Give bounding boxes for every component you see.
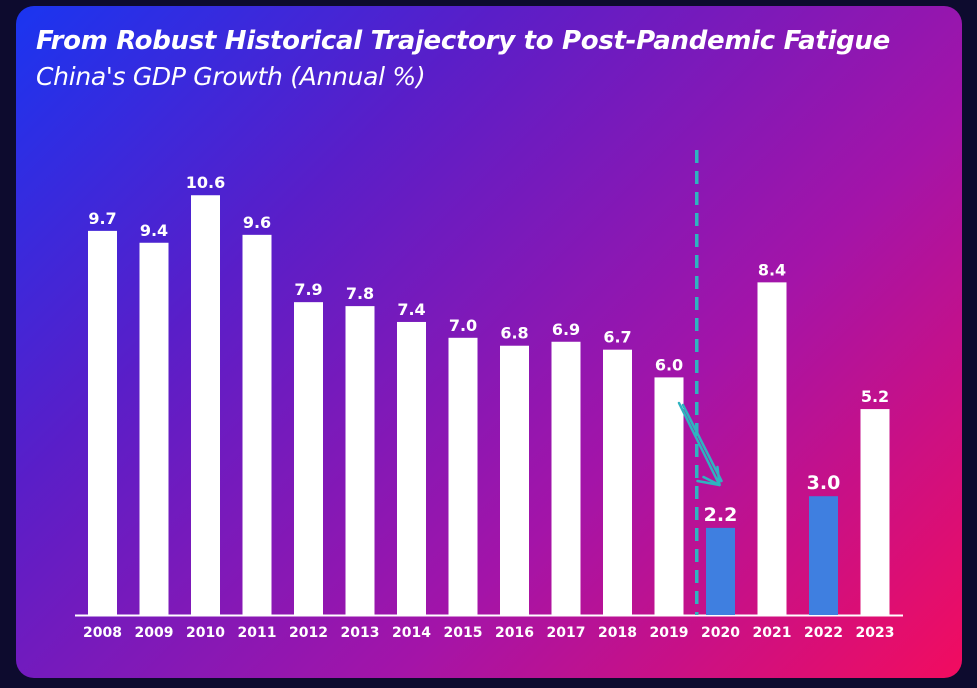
- tick-label-2019: 2019: [650, 625, 689, 641]
- chart-subtitle: China's GDP Growth (Annual %): [36, 62, 426, 91]
- tick-label-2023: 2023: [856, 625, 895, 641]
- bar-2010: [191, 195, 220, 616]
- bar-2018: [603, 349, 632, 615]
- value-label-2014: 7.4: [397, 300, 425, 319]
- tick-label-2009: 2009: [135, 625, 174, 641]
- bar-2015: [448, 337, 478, 615]
- bar-2011: [242, 234, 272, 615]
- bar-2008: [88, 230, 117, 615]
- gdp-bar-chart: 9.7 2008 9.4 2009 10.6 2010 9.6 2011 7.9 2012 7.8 2…: [75, 150, 903, 641]
- tick-label-2014: 2014: [392, 625, 431, 641]
- value-label-2018: 6.7: [603, 328, 631, 347]
- value-label-2012: 7.9: [294, 280, 322, 299]
- decline-arrow-icon: [677, 401, 723, 487]
- value-label-2015: 7.0: [449, 316, 477, 335]
- bar-2019: [654, 377, 684, 615]
- value-label-2022: 3.0: [807, 472, 841, 494]
- chart-title: From Robust Historical Trajectory to Pos…: [36, 26, 890, 56]
- value-label-2011: 9.6: [243, 213, 271, 232]
- tick-label-2011: 2011: [238, 625, 277, 641]
- tick-label-2013: 2013: [341, 625, 380, 641]
- bar-2017: [551, 341, 581, 615]
- bar-2012: [294, 302, 323, 615]
- bar-2009: [139, 242, 169, 615]
- bar-2014: [397, 321, 426, 615]
- value-label-2010: 10.6: [186, 173, 225, 192]
- tick-label-2020: 2020: [701, 625, 740, 641]
- value-label-2021: 8.4: [758, 260, 786, 279]
- value-label-2020: 2.2: [704, 504, 738, 526]
- value-label-2016: 6.8: [500, 324, 528, 343]
- bar-2020: [706, 527, 735, 615]
- tick-label-2017: 2017: [547, 625, 586, 641]
- tick-label-2021: 2021: [753, 625, 792, 641]
- value-label-2017: 6.9: [552, 320, 580, 339]
- value-label-2023: 5.2: [861, 387, 889, 406]
- tick-label-2018: 2018: [598, 625, 637, 641]
- tick-label-2016: 2016: [495, 625, 534, 641]
- bar-2013: [345, 306, 375, 615]
- tick-label-2015: 2015: [444, 625, 483, 641]
- bar-2023: [860, 409, 890, 615]
- tick-label-2008: 2008: [83, 625, 122, 641]
- tick-label-2010: 2010: [186, 625, 225, 641]
- bar-2016: [500, 345, 529, 615]
- bar-2022: [809, 496, 838, 615]
- bar-2021: [757, 282, 787, 615]
- value-label-2009: 9.4: [140, 221, 168, 240]
- tick-label-2012: 2012: [289, 625, 328, 641]
- value-label-2013: 7.8: [346, 284, 374, 303]
- chart-card: From Robust Historical Trajectory to Pos…: [16, 6, 962, 678]
- tick-label-2022: 2022: [804, 625, 843, 641]
- value-label-2019: 6.0: [655, 355, 683, 374]
- value-label-2008: 9.7: [88, 209, 116, 228]
